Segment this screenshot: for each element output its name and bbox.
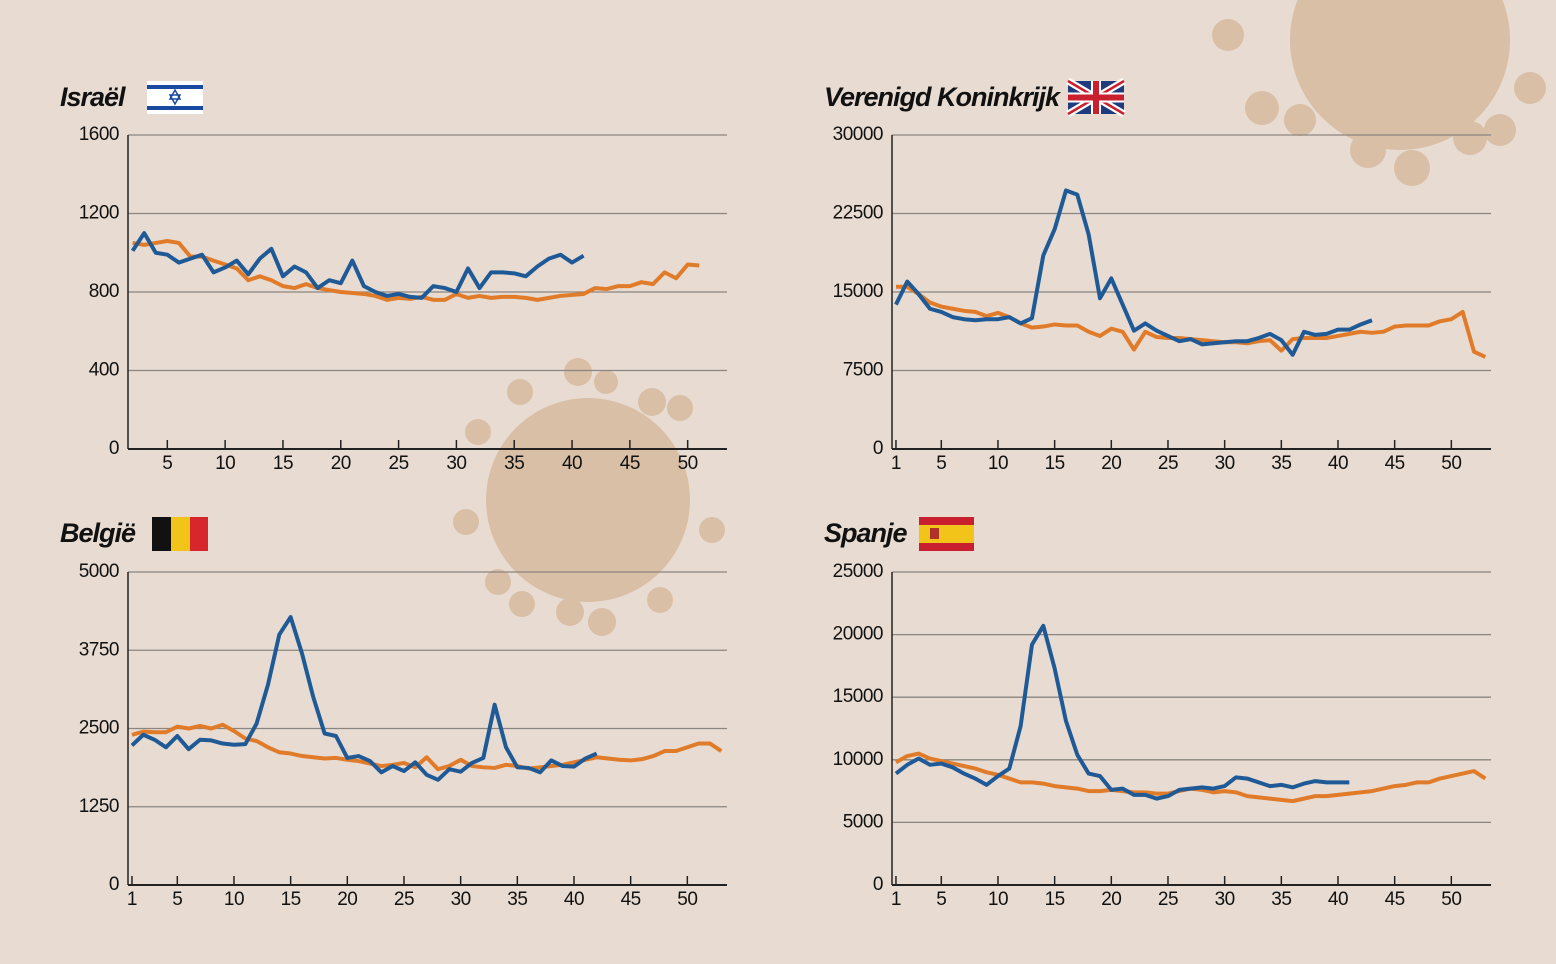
- x-tick-label: 10: [988, 889, 1008, 910]
- flag-belgium: [152, 517, 208, 551]
- y-tick-label: 1200: [79, 203, 119, 224]
- chart-title: Spanje: [824, 518, 908, 548]
- x-tick-label: 5: [172, 889, 182, 910]
- x-tick-label: 30: [1215, 453, 1235, 474]
- x-tick-label: 1: [891, 889, 901, 910]
- y-tick-label: 30000: [833, 124, 883, 145]
- x-tick-label: 10: [988, 453, 1008, 474]
- x-tick-label: 50: [1441, 453, 1461, 474]
- x-tick-label: 45: [620, 453, 640, 474]
- series-line: [130, 615, 598, 782]
- x-tick-label: 10: [215, 453, 235, 474]
- y-tick-label: 0: [109, 874, 119, 895]
- x-tick-label: 50: [677, 889, 697, 910]
- x-tick-label: 20: [1101, 889, 1121, 910]
- y-tick-label: 25000: [833, 561, 883, 582]
- y-tick-label: 5000: [79, 561, 119, 582]
- x-tick-label: 20: [1101, 453, 1121, 474]
- x-tick-label: 5: [936, 453, 946, 474]
- x-tick-label: 1: [891, 453, 901, 474]
- chart-title: Israël: [60, 82, 126, 112]
- x-tick-label: 40: [1328, 889, 1348, 910]
- x-tick-label: 15: [1045, 889, 1065, 910]
- x-tick-label: 20: [331, 453, 351, 474]
- x-tick-label: 15: [273, 453, 293, 474]
- x-tick-label: 45: [1385, 453, 1405, 474]
- flag-spain: [919, 517, 974, 551]
- y-tick-label: 2500: [79, 718, 119, 739]
- x-tick-label: 5: [162, 453, 172, 474]
- x-tick-label: 45: [621, 889, 641, 910]
- x-tick-label: 40: [564, 889, 584, 910]
- flag-uk: [1066, 77, 1126, 118]
- x-tick-label: 20: [337, 889, 357, 910]
- x-tick-label: 35: [1271, 453, 1291, 474]
- x-tick-label: 25: [389, 453, 409, 474]
- y-tick-label: 0: [873, 874, 883, 895]
- y-tick-label: 7500: [843, 360, 883, 381]
- y-tick-label: 1600: [79, 124, 119, 145]
- y-tick-label: 0: [109, 438, 119, 459]
- x-tick-label: 30: [1215, 889, 1235, 910]
- series-line: [131, 722, 723, 772]
- y-tick-label: 400: [89, 360, 119, 381]
- x-tick-label: 30: [451, 889, 471, 910]
- chart-title: Verenigd Koninkrijk: [824, 82, 1062, 112]
- x-tick-label: 15: [1045, 453, 1065, 474]
- x-tick-label: 40: [1328, 453, 1348, 474]
- y-tick-label: 5000: [843, 811, 883, 832]
- chart-title: België: [60, 518, 136, 548]
- x-tick-label: 35: [1271, 889, 1291, 910]
- x-tick-label: 25: [394, 889, 414, 910]
- x-tick-label: 45: [1385, 889, 1405, 910]
- x-tick-label: 35: [507, 889, 527, 910]
- series-line: [894, 188, 1373, 357]
- x-tick-label: 40: [562, 453, 582, 474]
- series-line: [130, 231, 585, 300]
- x-tick-label: 50: [678, 453, 698, 474]
- y-tick-label: 3750: [79, 639, 119, 660]
- x-tick-label: 10: [224, 889, 244, 910]
- y-tick-label: 20000: [833, 624, 883, 645]
- x-tick-label: 15: [281, 889, 301, 910]
- x-tick-label: 1: [127, 889, 137, 910]
- y-tick-label: 0: [873, 438, 883, 459]
- x-tick-label: 25: [1158, 453, 1178, 474]
- x-tick-label: 35: [504, 453, 524, 474]
- x-tick-label: 50: [1441, 889, 1461, 910]
- x-tick-label: 25: [1158, 889, 1178, 910]
- series-line: [894, 623, 1350, 801]
- y-tick-label: 10000: [833, 749, 883, 770]
- y-tick-label: 15000: [833, 281, 883, 302]
- y-tick-label: 1250: [79, 796, 119, 817]
- y-tick-label: 15000: [833, 686, 883, 707]
- y-tick-label: 22500: [833, 203, 883, 224]
- flag-israel: [147, 81, 203, 114]
- y-tick-label: 800: [89, 281, 119, 302]
- x-tick-label: 30: [446, 453, 466, 474]
- x-tick-label: 5: [936, 889, 946, 910]
